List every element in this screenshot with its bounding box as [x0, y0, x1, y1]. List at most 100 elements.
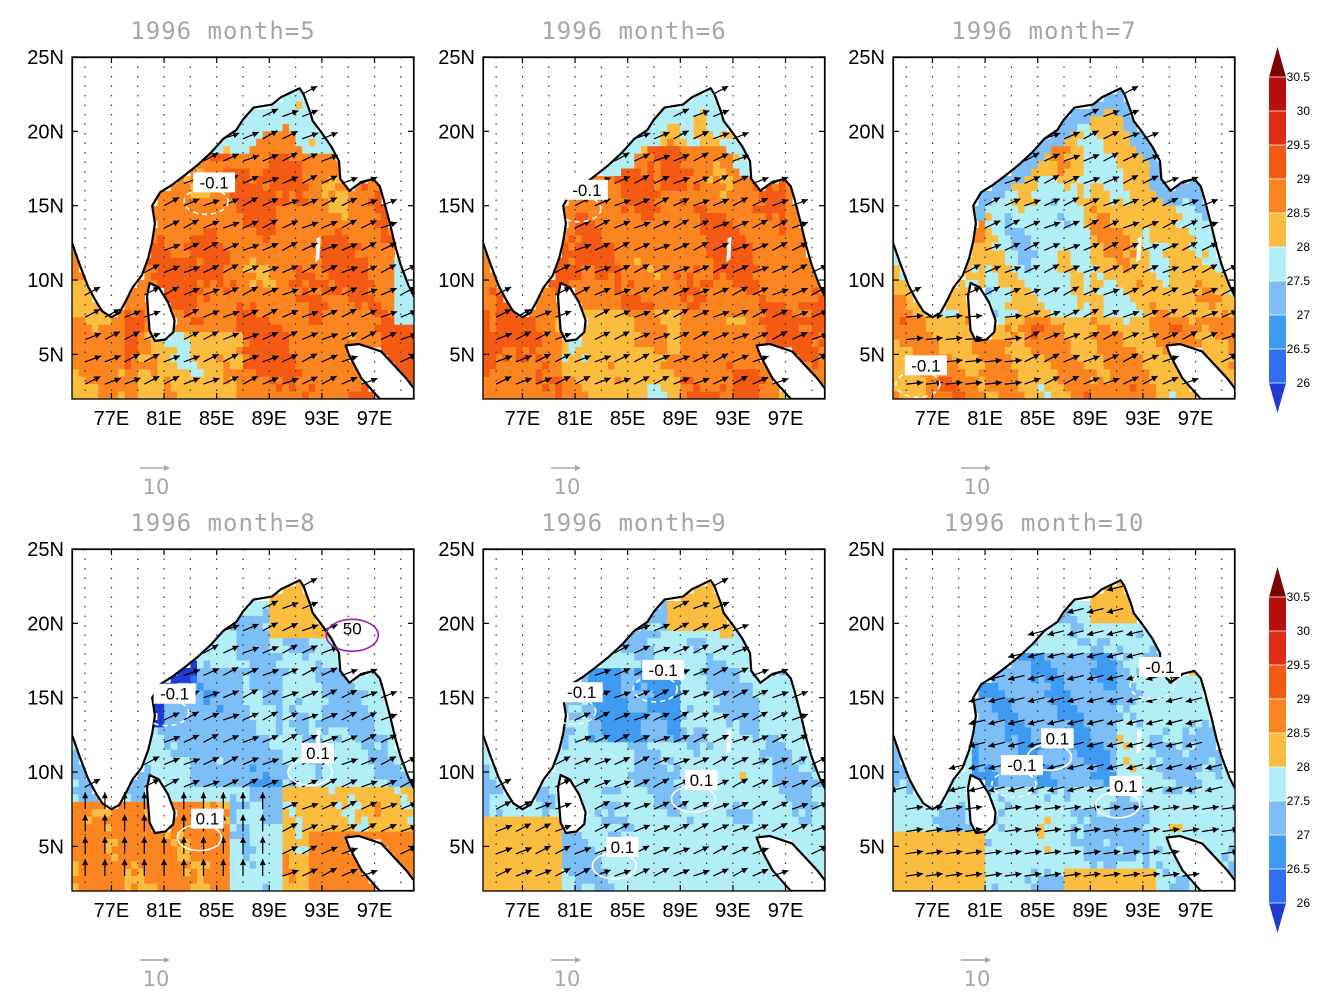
wind-vector: [791, 198, 809, 207]
wind-vector: [772, 869, 789, 877]
wind-vector: [772, 265, 789, 274]
wind-vector: [1103, 826, 1121, 833]
wind-vector: [988, 786, 1005, 793]
wind-vector: [101, 814, 108, 832]
wind-vector: [282, 265, 299, 274]
wind-vector: [262, 266, 279, 274]
wind-vector: [1007, 786, 1025, 793]
wind-vector: [1122, 332, 1140, 341]
lat-tick-label: 20N: [438, 613, 475, 635]
wind-vector: [614, 377, 631, 385]
wind-vector: [555, 332, 572, 341]
contour-label: -0.1: [153, 683, 196, 704]
wind-vector: [574, 778, 591, 788]
colorbar-segment: [1269, 767, 1286, 801]
wind-vector: [380, 713, 398, 721]
wind-vector: [985, 380, 1003, 386]
wind-vector: [1142, 243, 1160, 251]
panel-title: 1996 month=8: [130, 509, 315, 537]
wind-vector: [1165, 719, 1183, 726]
wind-vector: [223, 198, 240, 207]
wind-vector: [752, 847, 769, 855]
wind-vector: [1004, 849, 1022, 856]
wind-vector: [200, 859, 207, 877]
wind-vector: [653, 243, 671, 251]
wind-vector: [282, 152, 298, 162]
wind-vector: [1086, 697, 1104, 704]
colorbar-label: 26: [1297, 376, 1311, 390]
wind-vector: [341, 711, 357, 721]
wind-vector: [1027, 719, 1045, 726]
wind-vector: [772, 711, 788, 721]
wind-vector: [1044, 310, 1061, 318]
wind-vector: [653, 757, 670, 766]
wind-vector: [163, 735, 181, 743]
wind-vector: [1122, 221, 1140, 229]
wind-vector: [1103, 152, 1119, 162]
wind-vector: [535, 353, 551, 363]
wind-vector: [985, 849, 1002, 856]
wind-vector: [653, 801, 670, 810]
wind-vector: [1146, 764, 1163, 771]
wind-vector: [515, 377, 533, 385]
wind-vector: [321, 132, 338, 140]
wind-vector: [945, 380, 963, 386]
wind-vector: [1047, 764, 1065, 771]
lat-tick-label: 5N: [449, 836, 475, 858]
wind-vector: [673, 331, 690, 341]
wind-vector: [282, 712, 299, 721]
land-mass: [344, 342, 414, 399]
wind-vector: [1142, 220, 1159, 229]
wind-vector: [223, 375, 239, 385]
lat-tick-label: 10N: [848, 762, 885, 784]
colorbar-segment: [1269, 597, 1286, 631]
wind-vector: [693, 644, 709, 654]
wind-vector: [988, 719, 1005, 726]
wind-vector: [144, 375, 160, 385]
wind-vector: [301, 601, 319, 610]
wind-vector: [673, 847, 691, 855]
wind-vector: [141, 836, 148, 854]
wind-vector: [301, 824, 319, 833]
wind-vector: [693, 691, 710, 699]
wind-vector: [673, 758, 690, 766]
wind-vector: [1162, 871, 1180, 878]
wind-vector: [183, 198, 200, 207]
lon-tick-label: 85E: [610, 408, 646, 430]
wind-vector: [653, 712, 670, 721]
wind-vector: [653, 375, 670, 385]
wind-vector: [1083, 176, 1101, 184]
wind-vector: [732, 243, 750, 251]
wind-vector: [321, 667, 338, 676]
wind-vector: [223, 242, 240, 251]
wind-vector: [693, 288, 710, 296]
wind-vector: [965, 335, 983, 342]
colorbar-segment: [1269, 247, 1286, 281]
wind-vector: [752, 308, 768, 318]
wind-vector: [614, 199, 631, 207]
wind-vector: [242, 623, 259, 632]
lat-tick-label: 20N: [848, 121, 885, 143]
wind-vector: [614, 264, 631, 274]
wind-vector: [925, 849, 943, 856]
svg-text:-0.1: -0.1: [572, 181, 601, 200]
wind-vector: [791, 823, 808, 833]
wind-vector: [732, 154, 750, 162]
wind-vector: [1106, 764, 1124, 771]
contour-label: 0.1: [301, 743, 335, 764]
wind-vector: [321, 243, 339, 251]
wind-vector: [1063, 849, 1081, 856]
contour-label: 0.1: [685, 770, 718, 790]
wind-vector: [574, 355, 592, 363]
wind-vector: [712, 332, 730, 341]
colorbar: 30.5 30 29.5 29 28.5 28 27.5 27 26.5 26: [1269, 47, 1310, 413]
wind-vector: [104, 355, 121, 363]
wind-vector: [124, 377, 141, 385]
wind-vector: [242, 333, 260, 341]
wind-vector: [673, 153, 690, 162]
colorbar-label: 29: [1297, 692, 1311, 706]
wind-vector: [1024, 241, 1040, 251]
panel-title: 1996 month=6: [541, 17, 726, 45]
lat-tick-label: 20N: [27, 613, 64, 635]
lat-tick-label: 20N: [27, 121, 64, 143]
